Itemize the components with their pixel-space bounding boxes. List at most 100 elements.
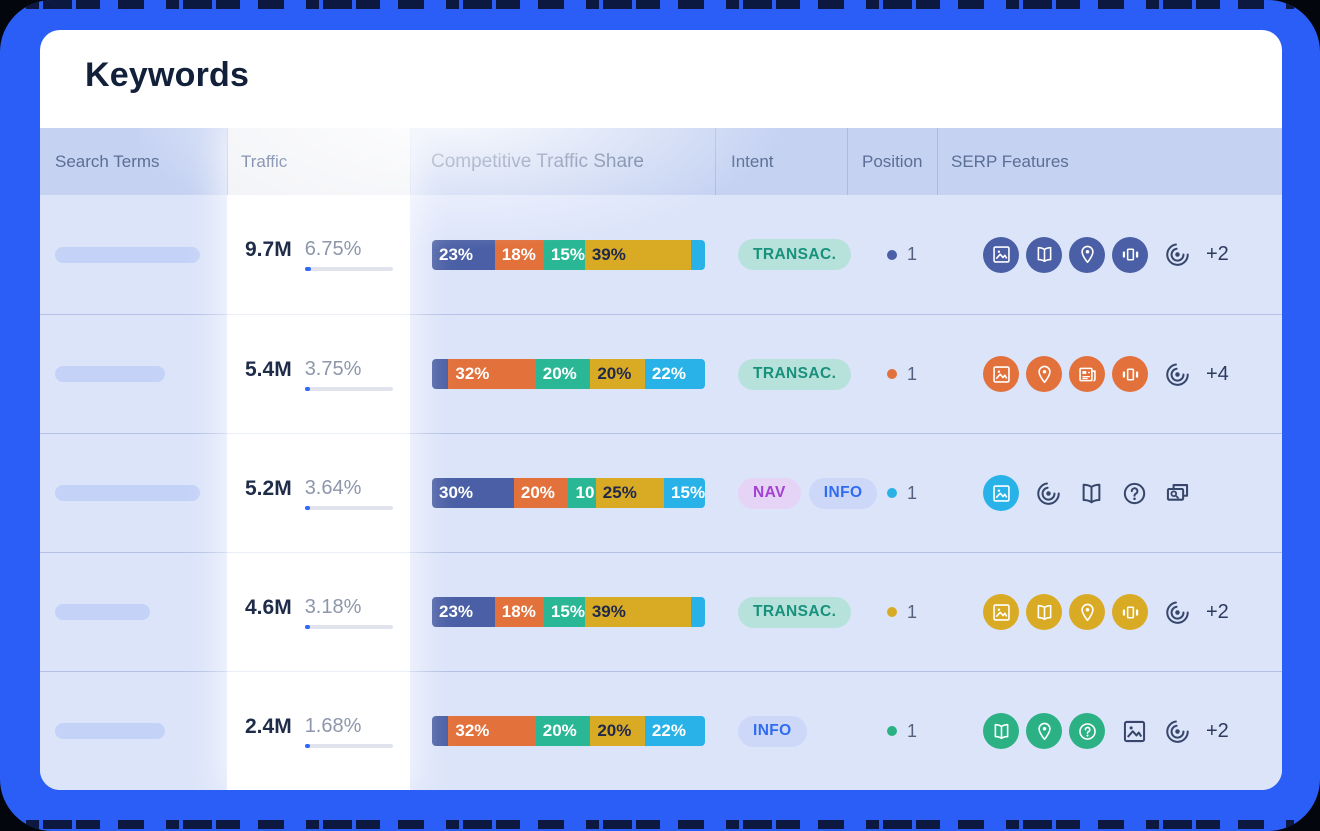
column-header-position[interactable]: Position — [847, 128, 937, 195]
search-term-placeholder — [55, 485, 200, 501]
share-segment-orange: 32% — [448, 716, 536, 746]
share-segment-cyan: 22% — [644, 359, 705, 389]
position-cell: 1 — [847, 195, 937, 314]
traffic-share-block: 1.68% — [304, 715, 393, 748]
serp-feature-chip — [1069, 236, 1105, 273]
spiral-icon — [1164, 361, 1191, 388]
serp-feature-chip — [983, 356, 1019, 392]
competitive-share-cell: 30% 20% 10 25% 15% — [410, 433, 715, 552]
competitive-share-cell: 32% 20% 20% 22% — [410, 314, 715, 433]
traffic-cell: 5.4M 3.75% — [227, 314, 410, 433]
competitive-share-cell: 23% 18% 15% 39% — [410, 552, 715, 671]
book-icon — [991, 721, 1012, 742]
location-icon — [1034, 721, 1055, 742]
competitive-share-cell: 32% 20% 20% 22% — [410, 671, 715, 790]
intent-badge-transactional: TRANSAC. — [738, 239, 852, 270]
traffic-wrap: 2.4M 1.68% — [245, 715, 393, 748]
search-term-cell — [40, 433, 227, 552]
share-segment-orange: 18% — [494, 239, 544, 270]
page-title: Keywords — [85, 56, 250, 94]
serp-features-more[interactable]: +2 — [1206, 243, 1229, 265]
position-cell: 1 — [847, 314, 937, 433]
share-segment-gold: 39% — [584, 597, 692, 627]
location-icon — [1077, 602, 1098, 623]
serp-feature-chip — [1026, 356, 1062, 392]
position-cell: 1 — [847, 433, 937, 552]
position-dot — [887, 488, 897, 498]
traffic-progress-track — [304, 386, 393, 391]
position-dot — [887, 249, 897, 260]
serp-feature-chip — [983, 713, 1019, 749]
image-icon — [991, 483, 1012, 504]
serp-features-cell: +4 — [937, 314, 1282, 433]
traffic-progress-fill — [304, 624, 310, 629]
traffic-wrap: 9.7M 6.75% — [245, 238, 393, 271]
column-header-search-terms[interactable]: Search Terms — [55, 151, 160, 171]
position-dot — [887, 607, 897, 617]
spiral-icon — [1164, 599, 1191, 626]
traffic-cell: 2.4M 1.68% — [227, 671, 410, 790]
keywords-table: Search Terms Traffic Competitive Traffic… — [40, 128, 1282, 790]
position-cell: 1 — [847, 552, 937, 671]
share-segment-cyan — [691, 239, 705, 270]
serp-feature-chip — [1112, 356, 1148, 392]
column-header-intent[interactable]: Intent — [715, 128, 847, 195]
intent-badge-nav: NAV — [738, 477, 801, 509]
traffic-share-block: 3.75% — [304, 358, 393, 391]
spiral-icon — [1164, 718, 1191, 745]
table-row: 9.7M 6.75% 23% 18% 15% 39% TRANSAC. 1 +2 — [40, 195, 1282, 314]
share-segment-indigo — [432, 359, 449, 389]
position-cell: 1 — [847, 671, 937, 790]
serp-features-cell: +2 — [937, 552, 1282, 671]
column-header-competitive-traffic-share[interactable]: Competitive Traffic Share — [410, 128, 715, 195]
share-segment-teal: 15% — [543, 597, 585, 627]
image-icon — [991, 602, 1012, 623]
intent-badge-info: INFO — [808, 477, 878, 509]
traffic-progress-fill — [304, 505, 310, 510]
column-header-traffic[interactable]: Traffic — [227, 128, 410, 195]
carousel-icon — [1120, 244, 1141, 265]
intent-cell: INFO — [715, 671, 847, 790]
position-dot — [887, 369, 897, 379]
competitive-share-cell: 23% 18% 15% 39% — [410, 195, 715, 314]
position-dot — [887, 726, 897, 736]
location-icon — [1034, 364, 1055, 385]
book-icon — [1034, 602, 1055, 623]
search-term-cell — [40, 671, 227, 790]
serp-features-cell — [937, 433, 1282, 552]
share-segment-gold: 39% — [584, 239, 692, 270]
serp-feature-chip — [1026, 594, 1062, 630]
share-segment-orange: 32% — [448, 359, 536, 389]
background-text-pattern-top — [26, 0, 1294, 9]
search-term-placeholder — [55, 246, 200, 263]
table-row: 5.2M 3.64% 30% 20% 10 25% 15% NAV INFO 1 — [40, 433, 1282, 552]
share-segment-gold: 20% — [590, 359, 645, 389]
share-segment-orange: 20% — [513, 478, 569, 508]
position-value: 1 — [907, 720, 918, 741]
serp-features-more[interactable]: +2 — [1206, 719, 1229, 742]
traffic-value: 4.6M — [245, 595, 292, 619]
serp-features-cell: +2 — [937, 195, 1282, 314]
spiral-icon — [1164, 241, 1191, 268]
traffic-progress-fill — [304, 386, 310, 391]
serp-features-cell: +2 — [937, 671, 1282, 790]
serp-feature-chip — [1069, 356, 1105, 392]
image-icon — [1121, 718, 1148, 745]
share-segment-indigo: 30% — [432, 478, 514, 508]
serp-feature-chip — [1069, 594, 1105, 630]
serp-feature-chip — [1112, 594, 1148, 630]
column-header-serp-features[interactable]: SERP Features — [937, 128, 1282, 195]
share-segment-teal: 10 — [568, 478, 596, 508]
traffic-wrap: 4.6M 3.18% — [245, 596, 393, 629]
competitive-share-bar: 32% 20% 20% 22% — [432, 359, 705, 389]
traffic-share-block: 3.64% — [304, 477, 393, 510]
share-segment-cyan — [691, 597, 705, 627]
intent-badge-transactional: TRANSAC. — [738, 358, 852, 390]
traffic-share-block: 3.18% — [304, 596, 393, 629]
question-icon — [1121, 480, 1148, 507]
traffic-value: 2.4M — [245, 714, 292, 738]
serp-features-more[interactable]: +2 — [1206, 600, 1229, 623]
book-icon — [1078, 480, 1105, 507]
serp-features-more[interactable]: +4 — [1206, 362, 1229, 385]
share-segment-indigo: 23% — [432, 597, 495, 627]
